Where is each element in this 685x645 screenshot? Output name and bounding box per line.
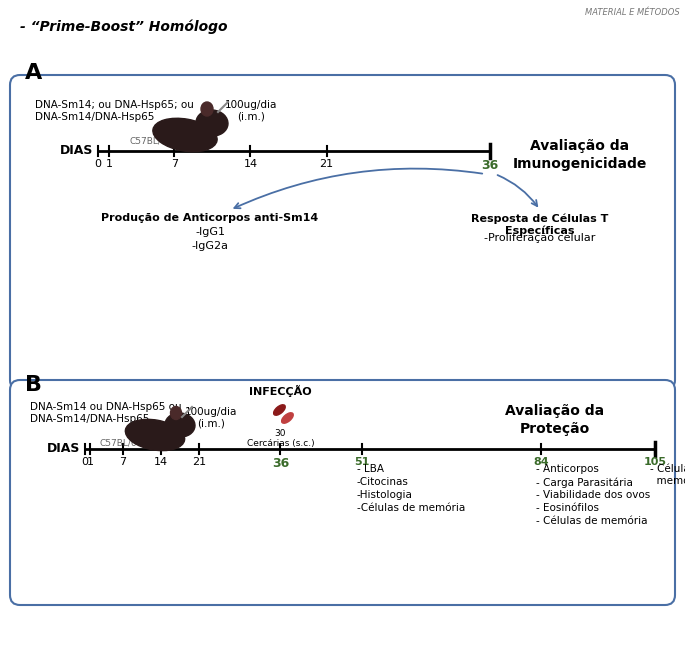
Text: 7: 7 <box>171 159 178 169</box>
Text: - Eosinófilos: - Eosinófilos <box>536 503 599 513</box>
Text: 14: 14 <box>154 457 168 467</box>
Text: 36: 36 <box>482 159 499 172</box>
Text: 36: 36 <box>272 457 289 470</box>
Ellipse shape <box>273 405 285 415</box>
Text: 105: 105 <box>643 457 667 467</box>
Text: -Citocinas: -Citocinas <box>357 477 409 487</box>
Text: DNA-Sm14; ou DNA-Hsp65; ou
DNA-Sm14/DNA-Hsp65: DNA-Sm14; ou DNA-Hsp65; ou DNA-Sm14/DNA-… <box>35 100 194 122</box>
Text: -Histologia: -Histologia <box>357 490 413 500</box>
Text: - Anticorpos: - Anticorpos <box>536 464 599 474</box>
Text: -IgG2a: -IgG2a <box>192 241 229 251</box>
Text: 100ug/dia
(i.m.): 100ug/dia (i.m.) <box>185 407 238 428</box>
Text: B: B <box>25 375 42 395</box>
Ellipse shape <box>282 413 293 423</box>
Text: C57BL/6: C57BL/6 <box>100 439 138 448</box>
Ellipse shape <box>171 406 182 419</box>
Text: DNA-Sm14 ou DNA-Hsp65 ou
DNA-Sm14/DNA-Hsp65: DNA-Sm14 ou DNA-Hsp65 ou DNA-Sm14/DNA-Hs… <box>30 402 182 424</box>
FancyBboxPatch shape <box>10 380 675 605</box>
Text: MATERIAL E MÉTODOS: MATERIAL E MÉTODOS <box>585 8 680 17</box>
Text: Avaliação da
Imunogenicidade: Avaliação da Imunogenicidade <box>513 139 647 171</box>
Ellipse shape <box>196 110 228 136</box>
Ellipse shape <box>201 102 213 116</box>
Text: 7: 7 <box>119 457 127 467</box>
Text: - Células de memória: - Células de memória <box>536 516 647 526</box>
Text: DIAS: DIAS <box>60 144 93 157</box>
Text: 21: 21 <box>320 159 334 169</box>
Text: - Carga Parasitária: - Carga Parasitária <box>536 477 633 488</box>
Text: Produção de Anticorpos anti-Sm14: Produção de Anticorpos anti-Sm14 <box>101 213 319 223</box>
Ellipse shape <box>125 419 185 451</box>
Text: - Viabilidade dos ovos: - Viabilidade dos ovos <box>536 490 650 500</box>
Text: - Células de
  memória: - Células de memória <box>650 464 685 486</box>
Text: 1: 1 <box>105 159 112 169</box>
Ellipse shape <box>153 118 217 152</box>
Text: 1: 1 <box>87 457 94 467</box>
Text: 0: 0 <box>95 159 101 169</box>
Text: 14: 14 <box>243 159 258 169</box>
Text: 100ug/dia
(i.m.): 100ug/dia (i.m.) <box>225 100 277 122</box>
Text: -IgG1: -IgG1 <box>195 227 225 237</box>
Text: Resposta de Células T
Específicas: Resposta de Células T Específicas <box>471 213 609 235</box>
Text: 21: 21 <box>192 457 206 467</box>
Ellipse shape <box>165 413 195 437</box>
Text: 84: 84 <box>533 457 549 467</box>
Text: -Células de memória: -Células de memória <box>357 503 465 513</box>
Text: Avaliação da
Proteção: Avaliação da Proteção <box>506 404 605 436</box>
Text: INFECÇÃO: INFECÇÃO <box>249 385 312 397</box>
Text: 0: 0 <box>82 457 88 467</box>
Text: DIAS: DIAS <box>47 442 80 455</box>
Text: A: A <box>25 63 42 83</box>
FancyBboxPatch shape <box>10 75 675 390</box>
Text: C57BL/6: C57BL/6 <box>130 137 168 146</box>
Text: 51: 51 <box>354 457 369 467</box>
Text: -Proliferação celular: -Proliferação celular <box>484 233 596 243</box>
Text: - LBA: - LBA <box>357 464 384 474</box>
Text: - “Prime-Boost” Homólogo: - “Prime-Boost” Homólogo <box>20 20 227 34</box>
Text: 30
Cercárias (s.c.): 30 Cercárias (s.c.) <box>247 429 314 448</box>
